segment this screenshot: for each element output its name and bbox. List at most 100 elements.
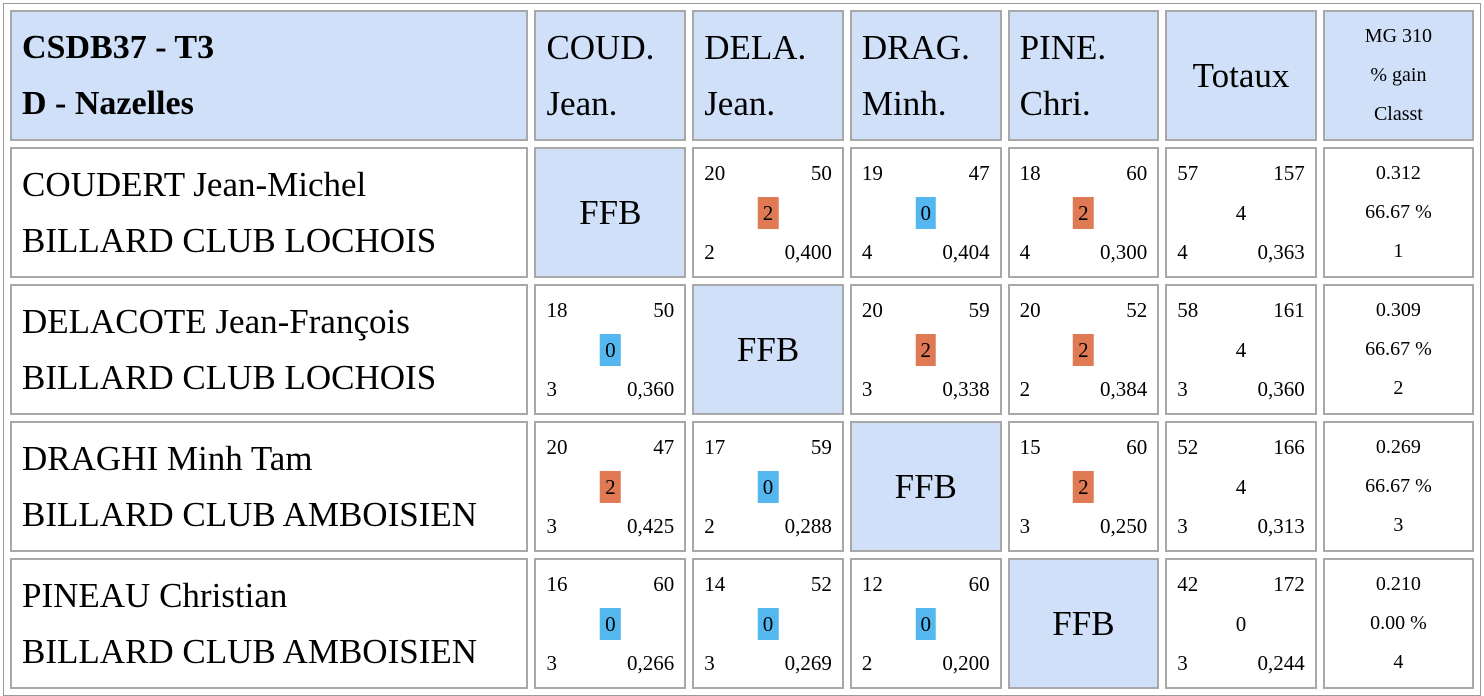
player-row: PINEAU Christian BILLARD CLUB AMBOISIEN 16…	[10, 558, 1474, 689]
match-high-run: 3	[546, 377, 557, 401]
match-points: 18	[546, 298, 568, 322]
header-mg: MG 310 % gain Classt	[1322, 10, 1474, 141]
match-average: 0,425	[626, 514, 675, 538]
player-club: BILLARD CLUB AMBOISIEN	[22, 631, 478, 671]
general-average: 0.309	[1375, 299, 1421, 321]
match-high-run: 4	[861, 240, 873, 264]
header-player-surname: COUD.	[546, 27, 655, 67]
match-average: 0,244	[1257, 651, 1305, 675]
match-points: 20	[1019, 298, 1041, 322]
match-cell-content: 15 60 2 3 0,250	[1010, 423, 1158, 550]
stats-cell: 0.312 66.67 % 1	[1322, 147, 1474, 278]
match-cell-content: 42 172 0 3 0,244	[1167, 560, 1315, 687]
ffb-cell: FFB	[692, 284, 844, 415]
general-average: 0.269	[1375, 436, 1421, 458]
header-player-firstname: Minh.	[861, 83, 947, 123]
match-reprises: 50	[810, 161, 832, 185]
match-points: 42	[1177, 572, 1199, 596]
match-points: 58	[1177, 298, 1199, 322]
match-result-badge: 0	[757, 607, 779, 640]
match-cell-content: 20 47 2 3 0,425	[536, 423, 684, 550]
stats-cell: 0.269 66.67 % 3	[1322, 421, 1474, 552]
stats-cell: 0.309 66.67 % 2	[1322, 284, 1474, 415]
match-reprises: 157	[1273, 161, 1305, 185]
match-cell-content: 16 60 0 3 0,266	[536, 560, 684, 687]
competition-location: D - Nazelles	[22, 84, 194, 122]
match-high-run: 3	[704, 651, 715, 675]
header-mg-label: MG 310	[1364, 25, 1433, 47]
totals-cell: 57 157 4 4 0,363	[1165, 147, 1317, 278]
totals-cell: 58 161 4 3 0,360	[1165, 284, 1317, 415]
match-cell-content: 20 59 2 3 0,338	[852, 286, 1000, 413]
header-player-firstname: Jean.	[704, 83, 776, 123]
match-reprises: 52	[1126, 298, 1148, 322]
match-points: 17	[704, 435, 726, 459]
match-points: 15	[1019, 435, 1041, 459]
match-result-badge: 2	[757, 196, 779, 229]
match-points: 14	[704, 572, 726, 596]
header-player-1: COUD. Jean.	[534, 10, 687, 141]
ffb-cell: FFB	[1007, 558, 1160, 689]
match-result-badge: 2	[915, 333, 937, 366]
match-result-badge: 0	[915, 196, 937, 229]
results-grid: CSDB37 - T3 D - Nazelles COUD. Jean. DEL…	[3, 3, 1481, 696]
match-average: 0,250	[1099, 514, 1148, 538]
match-points: 12	[861, 572, 883, 596]
match-reprises: 60	[653, 572, 675, 596]
match-result-badge: 0	[600, 333, 621, 366]
match-result-badge: 2	[1073, 470, 1094, 503]
match-average: 0,400	[784, 240, 832, 264]
match-cell-content: 57 157 4 4 0,363	[1167, 149, 1315, 276]
match-average: 0,384	[1099, 377, 1148, 401]
match-high-run: 3	[1177, 514, 1188, 538]
match-result-badge: 2	[600, 470, 621, 503]
match-cell: 16 60 0 3 0,266	[534, 558, 687, 689]
player-club: BILLARD CLUB AMBOISIEN	[22, 494, 478, 534]
match-reprises: 166	[1273, 435, 1305, 459]
match-result-badge: 0	[600, 607, 621, 640]
ranking: 2	[1393, 377, 1404, 399]
player-row: DELACOTE Jean-François BILLARD CLUB LOCHO…	[10, 284, 1474, 415]
match-points: 20	[546, 435, 568, 459]
match-reprises: 59	[968, 298, 990, 322]
match-reprises: 60	[1126, 161, 1148, 185]
player-name: PINEAU Christian	[22, 575, 288, 615]
match-cell: 14 52 0 3 0,269	[692, 558, 844, 689]
match-average: 0,360	[1257, 377, 1305, 401]
match-average: 0,288	[784, 514, 832, 538]
match-result-badge: 2	[1073, 196, 1094, 229]
match-high-run: 2	[861, 651, 873, 675]
match-cell: 20 50 2 2 0,400	[692, 147, 844, 278]
match-average: 0,404	[942, 240, 990, 264]
match-cell-content: 17 59 0 2 0,288	[694, 423, 842, 550]
match-reprises: 52	[810, 572, 832, 596]
player-name: COUDERT Jean-Michel	[22, 164, 367, 204]
match-cell: 20 52 2 2 0,384	[1007, 284, 1160, 415]
match-high-run: 4	[1177, 240, 1188, 264]
match-reprises: 50	[653, 298, 675, 322]
ranking: 1	[1393, 240, 1404, 262]
match-result-badge: 4	[1235, 474, 1247, 499]
match-high-run: 3	[546, 651, 557, 675]
match-average: 0,363	[1257, 240, 1305, 264]
player-club: BILLARD CLUB LOCHOIS	[22, 220, 437, 260]
header-player-firstname: Chri.	[1019, 83, 1091, 123]
match-points: 18	[1019, 161, 1041, 185]
match-average: 0,200	[942, 651, 990, 675]
match-reprises: 161	[1273, 298, 1305, 322]
match-cell: 17 59 0 2 0,288	[692, 421, 844, 552]
match-cell: 15 60 2 3 0,250	[1007, 421, 1160, 552]
match-result-badge: 2	[1073, 333, 1094, 366]
header-totals: Totaux	[1165, 10, 1317, 141]
match-average: 0,313	[1257, 514, 1305, 538]
ranking: 3	[1393, 514, 1404, 536]
match-high-run: 3	[861, 377, 873, 401]
match-high-run: 3	[1177, 377, 1188, 401]
player-name-cell: DELACOTE Jean-François BILLARD CLUB LOCHO…	[10, 284, 529, 415]
ranking: 4	[1393, 651, 1404, 673]
match-cell: 18 50 0 3 0,360	[534, 284, 687, 415]
header-gain-label: % gain	[1370, 64, 1427, 86]
totals-cell: 52 166 4 3 0,313	[1165, 421, 1317, 552]
match-reprises: 47	[968, 161, 990, 185]
player-name: DELACOTE Jean-François	[22, 301, 410, 341]
